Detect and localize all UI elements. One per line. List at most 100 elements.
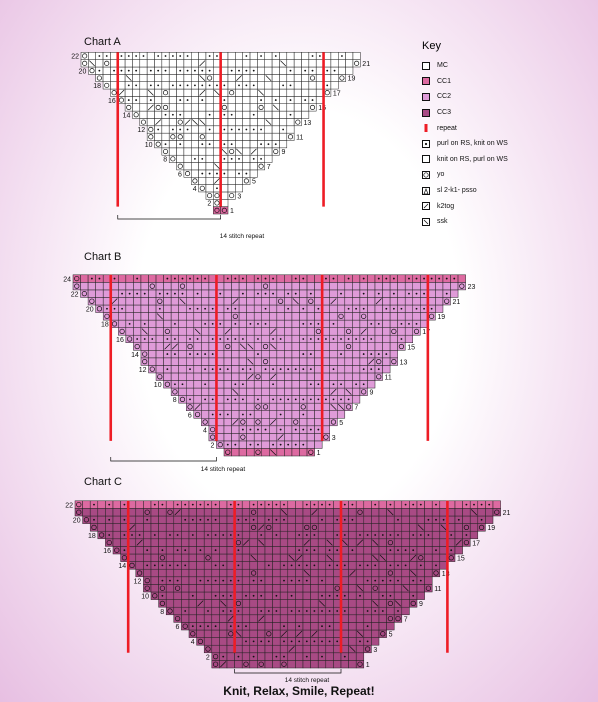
purl-symbol	[377, 292, 380, 295]
stitch-cell	[211, 606, 220, 616]
stitch-cell	[435, 297, 444, 306]
stitch-cell	[276, 342, 285, 351]
stitch-cell	[238, 327, 247, 336]
k2tog-symbol	[311, 630, 318, 637]
purl-symbol	[252, 655, 255, 658]
purl-symbol	[283, 655, 285, 658]
purl-symbol	[264, 292, 267, 295]
ssk-symbol	[199, 119, 206, 126]
stitch-cell	[329, 357, 338, 366]
purl-symbol	[222, 564, 225, 567]
stitch-cell	[154, 140, 163, 149]
stitch-cell	[231, 402, 240, 411]
purl-symbol	[171, 128, 174, 131]
yo-symbol	[293, 419, 299, 425]
stitch-cell	[276, 289, 285, 298]
stitch-cell	[146, 59, 155, 68]
purl-symbol	[427, 518, 430, 521]
row-number: 9	[369, 390, 373, 397]
stitch-cell	[223, 402, 232, 411]
purl-symbol	[435, 503, 437, 506]
purl-symbol	[199, 549, 202, 552]
purl-symbol	[272, 368, 274, 371]
stitch-cell	[264, 66, 273, 75]
stitch-cell	[424, 568, 433, 578]
stitch-cell	[227, 88, 236, 97]
purl-symbol	[419, 503, 422, 506]
purl-symbol	[229, 579, 232, 582]
stitch-cell	[352, 319, 361, 328]
stitch-cell	[409, 561, 418, 570]
stitch-cell	[386, 606, 395, 616]
stitch-cell	[242, 177, 251, 185]
stitch-cell	[371, 614, 380, 623]
yo-symbol	[207, 75, 213, 81]
stitch-cell	[279, 88, 288, 97]
stitch-cell	[401, 606, 410, 616]
stitch-cell	[235, 110, 243, 119]
stitch-cell	[257, 553, 266, 562]
purl-symbol	[199, 518, 202, 521]
stitch-cell	[161, 147, 170, 156]
stitch-cell	[295, 599, 304, 608]
stitch-cell	[295, 538, 304, 547]
purl-symbol	[164, 143, 167, 146]
stitch-cell	[306, 342, 315, 351]
purl-symbol	[302, 413, 305, 416]
purl-symbol	[283, 503, 285, 506]
stitch-cell	[302, 523, 311, 532]
purl-symbol	[208, 113, 211, 116]
purl-symbol	[121, 307, 123, 310]
purl-symbol	[238, 69, 240, 72]
stitch-cell	[431, 530, 441, 540]
k2tog-symbol	[214, 178, 220, 184]
stitch-cell	[201, 312, 210, 321]
stitch-cell	[186, 372, 195, 381]
ssk-symbol	[147, 89, 154, 96]
stitch-cell	[286, 132, 295, 141]
stitch-cell	[355, 622, 365, 631]
stitch-cell	[203, 599, 213, 608]
stitch-cell	[246, 387, 255, 396]
stitch-cell	[329, 372, 338, 381]
stitch-cell	[371, 568, 380, 578]
stitch-cell	[424, 508, 433, 517]
stitch-cell	[286, 59, 295, 68]
yo-symbol	[194, 411, 201, 418]
stitch-cell	[287, 568, 296, 578]
stitch-cell	[416, 546, 425, 555]
stitch-cell	[95, 289, 104, 298]
purl-symbol	[423, 307, 425, 310]
stitch-cell	[287, 629, 296, 638]
stitch-cell	[238, 387, 247, 396]
stitch-cell	[241, 644, 251, 654]
stitch-cell	[325, 568, 334, 578]
stitch-cell	[105, 523, 114, 532]
purl-symbol	[216, 172, 218, 175]
purl-symbol	[264, 307, 267, 310]
row-number: 15	[407, 344, 415, 351]
ssk-symbol	[387, 509, 394, 516]
purl-symbol	[264, 428, 267, 431]
yo-symbol	[262, 404, 269, 410]
yo-symbol	[144, 577, 150, 584]
stitch-cell	[193, 282, 202, 291]
stitch-cell	[301, 88, 310, 97]
stitch-cell	[355, 515, 365, 524]
stitch-cell	[143, 553, 152, 562]
stitch-cell	[367, 312, 376, 321]
purl-symbol	[340, 398, 342, 401]
stitch-cell	[264, 523, 273, 532]
stitch-cell	[186, 289, 195, 298]
purl-symbol	[404, 549, 407, 552]
purl-symbol	[179, 69, 182, 72]
row-number: 13	[400, 359, 408, 366]
stitch-cell	[133, 312, 142, 321]
purl-symbol	[191, 534, 194, 536]
purl-symbol	[230, 128, 233, 131]
yo-symbol	[205, 646, 211, 652]
stitch-cell	[146, 132, 155, 141]
stitch-cell	[165, 523, 175, 532]
stitch-cell	[279, 606, 289, 616]
purl-symbol	[216, 84, 218, 87]
